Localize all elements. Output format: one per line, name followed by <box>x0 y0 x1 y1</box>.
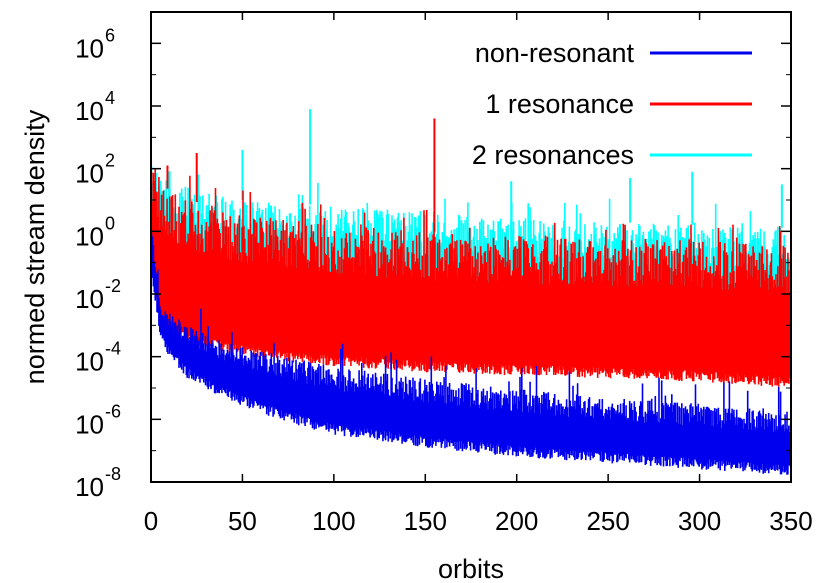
y-tick-label--8: 10 <box>75 472 104 502</box>
x-tick-label-200: 200 <box>495 506 538 536</box>
series-1-resonance <box>151 118 791 387</box>
legend-label-2-resonances: 2 resonances <box>472 140 634 170</box>
x-tick-label-250: 250 <box>586 506 629 536</box>
y-tick-label-0: 10 <box>75 221 104 251</box>
x-tick-label-100: 100 <box>312 506 355 536</box>
plot-frame <box>150 11 792 483</box>
legend: non-resonant 1 resonance 2 resonances <box>472 38 752 170</box>
y-tick-exponent-6: 6 <box>105 25 115 45</box>
y-tick-exponent--2: -2 <box>105 276 121 296</box>
y-tick-label--2: 10 <box>75 284 104 314</box>
x-tick-label-350: 350 <box>769 506 812 536</box>
legend-label-1-resonance: 1 resonance <box>485 89 634 119</box>
x-tick-label-300: 300 <box>678 506 721 536</box>
x-axis-label: orbits <box>438 554 504 583</box>
band-1-resonance <box>151 169 791 387</box>
legend-label-non-resonant: non-resonant <box>475 38 635 68</box>
y-tick-label--4: 10 <box>75 347 104 377</box>
y-tick-label-6: 10 <box>75 33 104 63</box>
y-tick-exponent--8: -8 <box>105 464 121 484</box>
y-tick-exponent-0: 0 <box>105 213 115 233</box>
y-tick-label-4: 10 <box>75 96 104 126</box>
x-tick-labels: 0 50 100 150 200 250 300 350 <box>144 506 813 536</box>
x-tick-label-0: 0 <box>144 506 158 536</box>
y-tick-exponent--6: -6 <box>105 401 121 421</box>
series-layer <box>151 109 791 475</box>
y-tick-exponent-4: 4 <box>105 88 115 108</box>
y-tick-label-2: 10 <box>75 159 104 189</box>
y-tick-label--6: 10 <box>75 409 104 439</box>
y-tick-exponent-2: 2 <box>105 151 115 171</box>
y-tick-exponent--4: -4 <box>105 339 121 359</box>
y-axis-label: normed stream density <box>20 109 50 384</box>
x-tick-label-150: 150 <box>404 506 447 536</box>
ticks-layer <box>150 12 792 483</box>
x-tick-label-50: 50 <box>228 506 257 536</box>
